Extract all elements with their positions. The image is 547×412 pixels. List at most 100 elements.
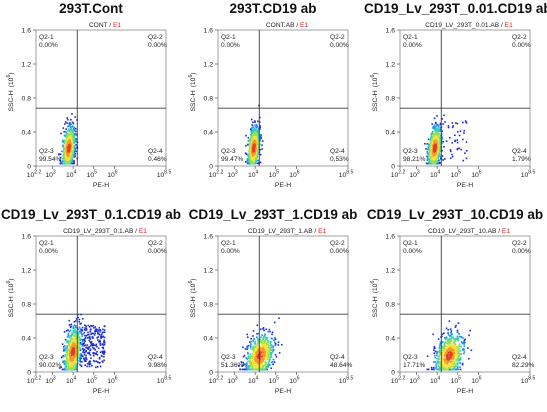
event-dot [65,364,67,366]
quadrant-name: Q2-2 [330,34,345,41]
event-dot [436,362,439,365]
event-dot [103,353,105,356]
event-dot [456,368,459,370]
event-dot [265,338,267,341]
y-tick-label: 0 [391,164,395,171]
slash-separator: / [496,228,502,235]
event-dot [64,366,67,368]
event-dot [439,353,441,355]
event-dot [438,147,441,150]
event-dot [70,348,73,350]
event-dot [70,361,73,363]
event-dot [451,141,454,144]
event-dot [102,331,105,334]
event-dot [256,126,259,128]
event-dot [433,132,436,135]
event-dot [434,361,437,363]
event-dot [263,351,266,353]
event-dot [263,336,265,338]
event-dot [462,342,464,345]
event-dot [433,147,436,150]
event-dot [71,151,74,153]
event-dot [437,150,439,152]
event-dot [455,354,457,357]
event-dot [69,342,72,344]
event-dot [243,368,246,371]
event-dot [99,329,102,331]
event-dot [259,161,262,164]
event-dot [267,341,269,344]
event-dot [448,368,451,371]
event-dot [67,118,69,121]
event-dot [100,336,103,338]
event-dot [102,328,104,331]
event-dot [255,367,258,369]
event-dot [436,130,439,133]
event-dot [85,354,87,357]
event-dot [252,340,254,342]
event-dot [80,365,83,368]
event-dot [441,138,443,140]
y-tick-label: 1.6 [204,28,214,35]
event-dot [85,356,88,359]
event-dot [89,337,91,340]
event-dot [103,350,105,352]
event-dot [250,161,252,164]
y-tick-label: 1.6 [22,234,32,241]
event-dot [440,128,442,131]
event-dot [85,360,87,363]
event-dot [70,158,72,160]
event-dot [83,358,85,360]
y-axis-unit-end: ) [372,72,379,74]
event-dot [254,155,257,157]
event-dot [439,138,442,141]
event-dot [253,139,256,142]
event-dot [273,341,276,343]
x-tick-label: 108.5 [339,170,354,180]
event-dot [265,351,268,354]
event-dot [432,368,435,371]
event-dot [73,321,76,323]
event-dot [277,344,280,346]
quadrant-percent: 1.79% [512,156,531,163]
panel-title: CD19_Lv_293T_10.CD19 ab [366,207,544,222]
event-dot [70,366,72,369]
event-dot [84,358,86,361]
event-dot [256,346,259,348]
event-dot [71,136,74,139]
event-dot [79,323,81,325]
event-dot [447,351,450,353]
event-dot [253,351,255,354]
event-dot [255,125,257,128]
event-dot [78,345,81,347]
plot-frame [217,235,349,373]
quadrant-name: Q2-2 [512,240,527,247]
event-dot [444,361,447,364]
event-dots [423,114,468,165]
event-dot [460,352,463,355]
event-dot [256,336,258,339]
event-dot [75,356,78,359]
event-dot [72,368,75,371]
y-tick-label: 0.8 [22,302,32,309]
event-dot [254,367,257,370]
event-dot [442,349,444,352]
event-dot [452,357,454,360]
event-dot [273,339,275,341]
event-dot [450,357,452,360]
event-dot [90,344,93,346]
y-axis-label: SSC-H(106) [188,278,197,317]
event-dot [457,366,459,368]
event-dot [251,367,254,370]
event-dot [453,346,455,349]
event-dot [64,121,67,123]
event-dot [431,141,434,144]
event-dot [431,132,434,135]
event-dot [447,362,449,364]
event-dot [78,363,81,366]
event-dot [251,357,254,359]
event-dot [277,341,280,343]
event-dot [432,147,434,150]
event-dot [270,351,273,354]
event-dot [64,367,66,370]
